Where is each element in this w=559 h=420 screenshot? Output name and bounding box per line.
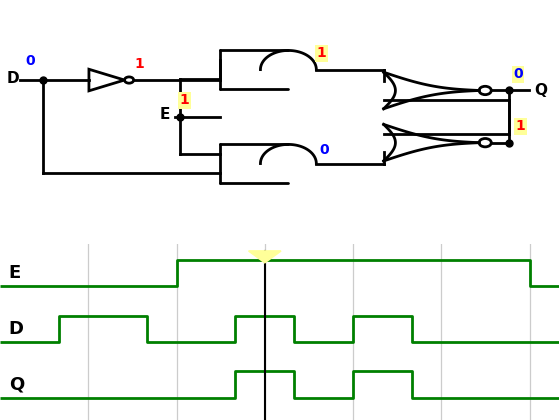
Text: 1: 1 <box>316 47 326 60</box>
Text: 0: 0 <box>513 67 523 81</box>
Text: D: D <box>7 71 19 86</box>
Text: E: E <box>160 108 170 122</box>
Polygon shape <box>249 251 281 263</box>
Text: E: E <box>9 264 21 282</box>
Text: 1: 1 <box>515 120 525 134</box>
Text: 1: 1 <box>179 93 190 108</box>
Text: 0: 0 <box>319 143 329 157</box>
Text: Q: Q <box>534 83 547 98</box>
Text: D: D <box>9 320 24 338</box>
Text: Q: Q <box>9 376 24 394</box>
Text: 0: 0 <box>26 55 35 68</box>
Text: 1: 1 <box>135 57 145 71</box>
